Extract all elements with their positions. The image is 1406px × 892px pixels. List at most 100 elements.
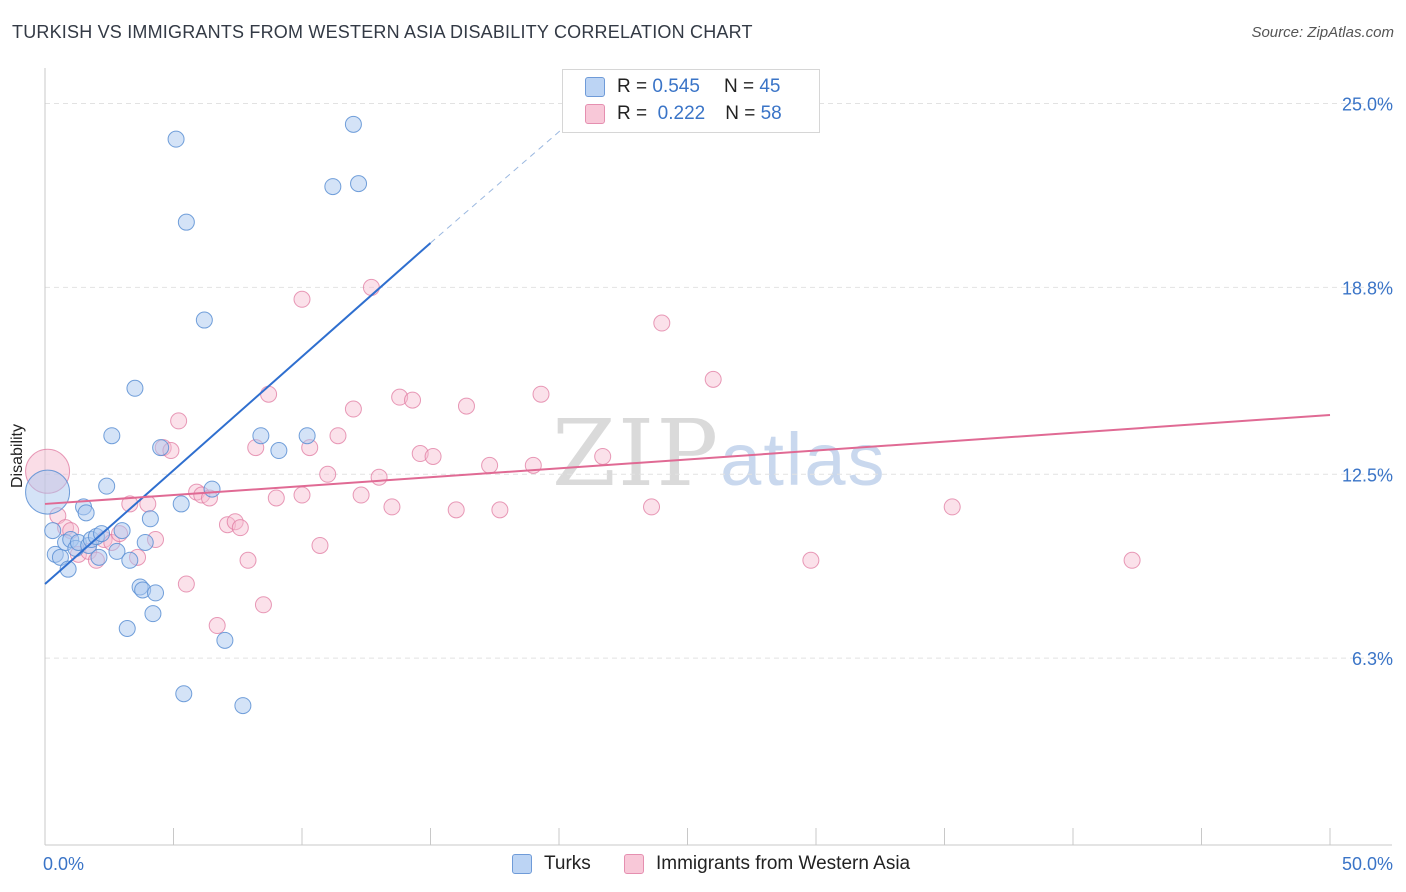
turks-point xyxy=(121,551,139,569)
turks-point xyxy=(141,510,159,528)
immigrants-point xyxy=(319,465,337,483)
immigrants-point xyxy=(121,495,139,513)
immigrants-point xyxy=(344,400,362,418)
watermark-atlas: atlas xyxy=(720,418,887,501)
turks-point xyxy=(195,311,213,329)
turks-point xyxy=(77,504,95,522)
turks-point xyxy=(298,427,316,445)
turks-point xyxy=(270,442,288,460)
immigrants-point xyxy=(177,575,195,593)
turks-point xyxy=(44,522,62,540)
turks-trend-extension xyxy=(430,109,586,244)
turks-point xyxy=(167,130,185,148)
turks-point xyxy=(152,439,170,457)
bottom-legend-turks: Turks xyxy=(512,852,591,876)
legend-row-turks: R = 0.545 N = 45 xyxy=(585,75,780,99)
immigrants-point xyxy=(293,486,311,504)
legend-row-immigrants: R = 0.222 N = 58 xyxy=(585,102,782,126)
turks-point xyxy=(144,605,162,623)
immigrants-point xyxy=(532,385,550,403)
turks-point xyxy=(234,697,252,715)
legend-n-value-turks: 45 xyxy=(759,76,781,97)
immigrants-point xyxy=(352,486,370,504)
turks-point xyxy=(25,469,71,515)
immigrants-point xyxy=(370,468,388,486)
immigrants-point xyxy=(231,519,249,537)
bottom-legend-label-immigrants: Immigrants from Western Asia xyxy=(656,853,911,874)
immigrants-point xyxy=(491,501,509,519)
immigrants-point xyxy=(239,551,257,569)
turks-point xyxy=(350,175,368,193)
turks-point xyxy=(103,427,121,445)
immigrants-point xyxy=(170,412,188,430)
bottom-legend-label-turks: Turks xyxy=(544,853,591,874)
immigrants-point xyxy=(329,427,347,445)
trend-lines xyxy=(44,109,1331,585)
legend-n-value-immigrants: 58 xyxy=(760,103,782,124)
source-credit: Source: ZipAtlas.com xyxy=(1251,24,1394,41)
x-tick-label-min: 0.0% xyxy=(43,854,84,874)
immigrants-point xyxy=(254,596,272,614)
turks-point xyxy=(203,480,221,498)
turks-point xyxy=(126,379,144,397)
y-tick-label: 25.0% xyxy=(1342,95,1393,115)
chart-title: TURKISH VS IMMIGRANTS FROM WESTERN ASIA … xyxy=(12,22,753,42)
immigrants-point xyxy=(311,536,329,554)
y-tick-label: 18.8% xyxy=(1342,278,1393,298)
turks-point xyxy=(216,631,234,649)
legend-swatch-turks xyxy=(585,77,605,97)
turks-point xyxy=(59,560,77,578)
immigrants-point xyxy=(1123,551,1141,569)
legend-swatch-immigrants xyxy=(585,104,605,124)
turks-point xyxy=(118,619,136,637)
immigrants-point xyxy=(704,370,722,388)
immigrants-point xyxy=(481,456,499,474)
immigrants-point xyxy=(457,397,475,415)
immigrants-point xyxy=(447,501,465,519)
legend-r-value-immigrants: 0.222 xyxy=(657,103,706,124)
turks-point xyxy=(324,178,342,196)
tick-labels: 6.3% 12.5% 18.8% 25.0% 0.0% 50.0% xyxy=(43,95,1393,874)
immigrants-trend-line xyxy=(44,413,1331,505)
immigrants-point xyxy=(653,314,671,332)
y-tick-label: 12.5% xyxy=(1342,465,1393,485)
x-tick-label-max: 50.0% xyxy=(1342,854,1393,874)
immigrants-point xyxy=(943,498,961,516)
turks-point xyxy=(136,533,154,551)
immigrants-point xyxy=(424,447,442,465)
immigrants-point xyxy=(362,278,380,296)
legend-r-label: R = xyxy=(617,76,648,97)
bottom-legend-immigrants: Immigrants from Western Asia xyxy=(624,852,910,876)
correlation-legend: R = 0.545 N = 45 R = 0.222 N = 58 xyxy=(562,69,820,133)
immigrants-point xyxy=(802,551,820,569)
series-turks-points xyxy=(25,115,368,715)
bottom-legend-swatch-turks xyxy=(512,854,532,874)
legend-n-label: N = xyxy=(725,103,756,124)
turks-point xyxy=(108,542,126,560)
turks-point xyxy=(175,685,193,703)
immigrants-point xyxy=(260,385,278,403)
turks-point xyxy=(172,495,190,513)
immigrants-point xyxy=(411,445,429,463)
immigrants-point xyxy=(293,290,311,308)
watermark: ZIPatlas xyxy=(552,400,886,507)
turks-point xyxy=(51,548,69,566)
immigrants-point xyxy=(404,391,422,409)
immigrants-point xyxy=(208,617,226,635)
turks-point xyxy=(177,213,195,231)
immigrants-point xyxy=(643,498,661,516)
series-immigrants-points xyxy=(25,278,1141,635)
legend-r-label: R = xyxy=(617,103,648,124)
turks-trend-line xyxy=(44,242,432,585)
y-tick-label: 6.3% xyxy=(1352,649,1393,669)
turks-point xyxy=(98,477,116,495)
immigrants-point xyxy=(383,498,401,516)
turks-point xyxy=(113,522,131,540)
legend-r-value-turks: 0.545 xyxy=(652,76,700,97)
legend-n-label: N = xyxy=(723,76,755,97)
watermark-zip: ZIP xyxy=(552,400,721,507)
turks-point xyxy=(344,115,362,133)
bottom-legend-swatch-immigrants xyxy=(624,854,644,874)
immigrants-point xyxy=(391,388,409,406)
